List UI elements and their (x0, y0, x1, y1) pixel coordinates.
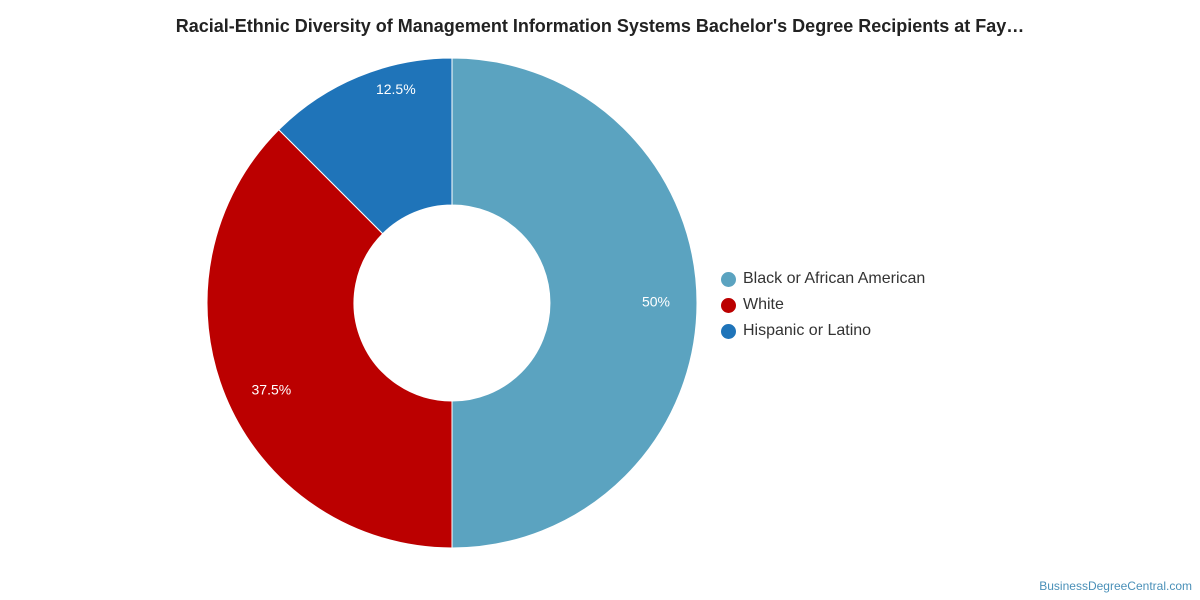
legend-item-black-or-african-american[interactable]: Black or African American (721, 266, 925, 292)
slice-label-hispanic-or-latino: 12.5% (376, 81, 416, 97)
legend-swatch-hispanic-or-latino (721, 323, 736, 339)
legend-label-hispanic-or-latino: Hispanic or Latino (743, 322, 872, 339)
legend-item-white[interactable]: White (721, 292, 925, 318)
legend-label-black-or-african-american: Black or African American (743, 270, 926, 287)
legend-label-white: White (743, 296, 784, 313)
legend-swatch-white (721, 297, 736, 313)
slice-white[interactable] (206, 129, 453, 549)
legend-swatch-black-or-african-american (721, 271, 736, 287)
chart-title: Racial-Ethnic Diversity of Management In… (175, 16, 1025, 36)
slice-label-white: 37.5% (252, 382, 292, 398)
legend-item-hispanic-or-latino[interactable]: Hispanic or Latino (721, 318, 925, 344)
slice-hispanic-or-latino[interactable] (278, 57, 453, 235)
chart-legend: Black or African American White Hispanic… (721, 266, 925, 344)
source-watermark[interactable]: BusinessDegreeCentral.com (1039, 579, 1192, 593)
slice-black-or-african-american[interactable] (451, 57, 698, 549)
slice-label-black-or-african-american: 50% (642, 294, 670, 310)
